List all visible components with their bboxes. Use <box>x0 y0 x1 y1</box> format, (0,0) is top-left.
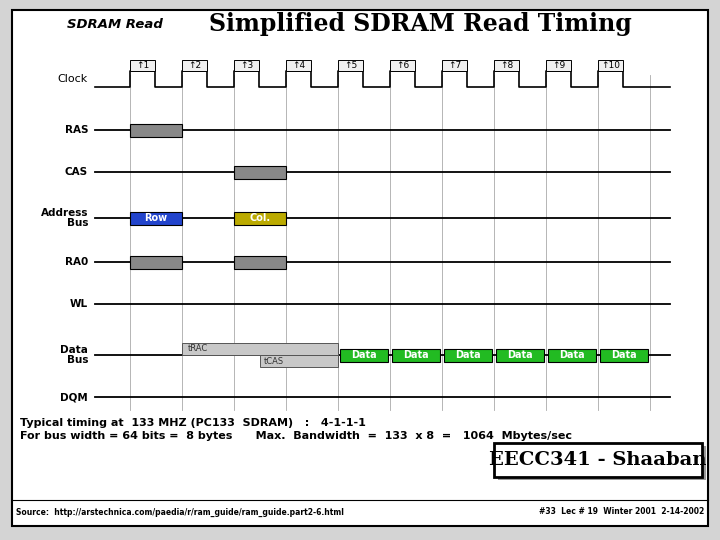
Text: Simplified SDRAM Read Timing: Simplified SDRAM Read Timing <box>209 12 631 36</box>
Bar <box>130 60 155 71</box>
Bar <box>442 60 467 71</box>
Bar <box>234 165 286 179</box>
Bar <box>234 212 286 225</box>
Bar <box>260 355 338 367</box>
Text: DQM: DQM <box>60 392 88 402</box>
Text: Source:  http://arstechnica.com/paedia/r/ram_guide/ram_guide.part2-6.html: Source: http://arstechnica.com/paedia/r/… <box>16 508 344 517</box>
Text: Data: Data <box>455 350 481 360</box>
Text: RA0: RA0 <box>65 257 88 267</box>
Bar <box>498 446 706 480</box>
Text: Typical timing at  133 MHZ (PC133  SDRAM)   :   4-1-1-1: Typical timing at 133 MHZ (PC133 SDRAM) … <box>20 418 366 428</box>
Bar <box>182 60 207 71</box>
Text: #33  Lec # 19  Winter 2001  2-14-2002: #33 Lec # 19 Winter 2001 2-14-2002 <box>539 508 704 516</box>
Bar <box>390 60 415 71</box>
Text: EECC341 - Shaaban: EECC341 - Shaaban <box>490 451 707 469</box>
Text: SDRAM Read: SDRAM Read <box>67 17 163 30</box>
Bar <box>286 60 311 71</box>
Text: Bus: Bus <box>66 355 88 365</box>
Bar <box>130 255 182 268</box>
Text: Address: Address <box>40 208 88 218</box>
Text: ↑8: ↑8 <box>500 61 513 70</box>
Bar <box>444 348 492 361</box>
Text: Data: Data <box>351 350 377 360</box>
Bar <box>340 348 388 361</box>
Bar <box>130 212 182 225</box>
Bar <box>600 348 648 361</box>
Text: Col.: Col. <box>249 213 271 223</box>
Bar <box>182 343 338 355</box>
Text: CAS: CAS <box>65 167 88 177</box>
Bar <box>234 255 286 268</box>
Text: tCAS: tCAS <box>264 356 284 366</box>
Text: Bus: Bus <box>66 218 88 228</box>
Text: Data: Data <box>403 350 429 360</box>
Text: For bus width = 64 bits =  8 bytes      Max.  Bandwidth  =  133  x 8  =   1064  : For bus width = 64 bits = 8 bytes Max. B… <box>20 431 572 441</box>
Text: Data: Data <box>559 350 585 360</box>
Bar <box>548 348 596 361</box>
Text: ↑3: ↑3 <box>240 61 253 70</box>
Bar <box>546 60 571 71</box>
Text: ↑6: ↑6 <box>396 61 409 70</box>
Text: tRAC: tRAC <box>188 344 208 353</box>
Text: Row: Row <box>145 213 168 223</box>
Text: Clock: Clock <box>58 74 88 84</box>
Bar <box>494 443 702 477</box>
Bar <box>494 60 519 71</box>
Bar <box>496 348 544 361</box>
Text: ↑4: ↑4 <box>292 61 305 70</box>
Text: ↑2: ↑2 <box>188 61 201 70</box>
Bar <box>598 60 623 71</box>
Text: ↑9: ↑9 <box>552 61 565 70</box>
Text: ↑5: ↑5 <box>344 61 357 70</box>
Bar <box>392 348 440 361</box>
Bar <box>234 60 259 71</box>
Text: ↑10: ↑10 <box>601 61 620 70</box>
Text: RAS: RAS <box>65 125 88 135</box>
Text: Data: Data <box>60 345 88 355</box>
Text: WL: WL <box>70 299 88 309</box>
Text: Data: Data <box>611 350 636 360</box>
Bar <box>338 60 363 71</box>
Text: Data: Data <box>507 350 533 360</box>
Text: ↑7: ↑7 <box>448 61 461 70</box>
Text: ↑1: ↑1 <box>136 61 149 70</box>
Bar <box>130 124 182 137</box>
